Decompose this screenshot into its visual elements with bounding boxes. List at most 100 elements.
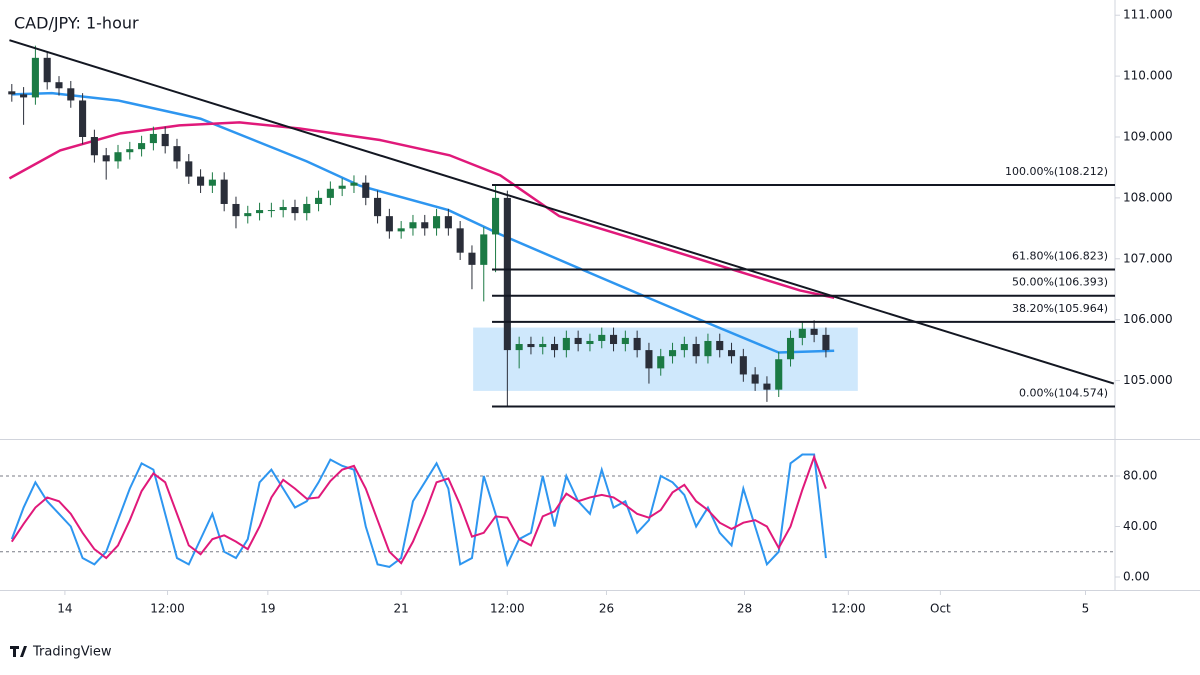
candle-body (173, 146, 181, 162)
candle-body (574, 337, 582, 345)
candle-body (409, 222, 417, 229)
candle-body (775, 359, 783, 390)
candle-body (503, 197, 511, 351)
candle-body (256, 210, 264, 214)
y-tick-label: 40.00 (1123, 519, 1157, 533)
candle-body (291, 207, 299, 214)
candle-body (433, 216, 441, 229)
candle-body (315, 197, 323, 204)
candle-body (515, 344, 523, 351)
y-tick-label: 111.000 (1123, 8, 1173, 22)
trendline (9, 39, 1115, 385)
candle-body (362, 182, 370, 198)
candle-body (138, 143, 146, 150)
fib-label: 38.20%(105.964) (1012, 302, 1108, 315)
candle-body (810, 328, 818, 335)
candle-body (397, 228, 405, 232)
candle-body (763, 383, 771, 390)
candle-body (185, 161, 193, 177)
moving-average (11, 91, 835, 354)
x-tick-label: 28 (737, 602, 752, 616)
x-tick-label: 12:00 (831, 602, 866, 616)
candle-body (680, 344, 688, 351)
candle-body (43, 57, 51, 83)
oscillator-line (10, 454, 827, 565)
candle-body (586, 340, 594, 345)
x-tick-label: Oct (930, 602, 951, 616)
candle-body (444, 216, 452, 229)
x-tick-label: 21 (394, 602, 409, 616)
candle-body (385, 216, 393, 232)
candle-body (114, 152, 122, 162)
y-tick-label: 0.00 (1123, 569, 1150, 583)
candle-body (704, 340, 712, 357)
candle-body (610, 334, 618, 345)
candle-body (8, 91, 16, 95)
candle-body (633, 337, 641, 351)
candle-body (786, 337, 795, 360)
fib-label: 100.00%(108.212) (1005, 165, 1108, 178)
candle-body (79, 100, 87, 137)
candle-body (468, 252, 476, 265)
candle-body (20, 94, 28, 98)
candle-body (149, 133, 157, 144)
candle-body (67, 88, 75, 101)
y-tick-label: 110.000 (1123, 69, 1173, 83)
candle-body (456, 228, 464, 253)
candle-body (267, 210, 275, 212)
candle-body (716, 340, 724, 351)
x-tick-label: 5 (1082, 602, 1090, 616)
candle-body (374, 197, 382, 217)
candle-body (527, 344, 535, 348)
y-tick-label: 106.000 (1123, 312, 1173, 326)
candle-body (244, 213, 252, 217)
candle-body (621, 337, 629, 345)
candle-body (492, 197, 500, 235)
candle-body (197, 176, 205, 186)
brand-logo: TradingView (10, 645, 112, 660)
moving-average (8, 121, 835, 299)
candle-body (326, 188, 334, 198)
candle-body (739, 356, 747, 375)
x-tick-label: 19 (260, 602, 275, 616)
fib-label: 61.80%(106.823) (1012, 250, 1108, 263)
fib-label: 50.00%(106.393) (1012, 276, 1108, 289)
brand-text: TradingView (32, 645, 112, 660)
candle-body (208, 179, 216, 186)
candle-body (692, 344, 700, 357)
oscillator-line (10, 453, 827, 568)
y-tick-label: 107.000 (1123, 251, 1173, 265)
candle-body (220, 179, 228, 204)
candle-body (551, 344, 559, 351)
candle-body (350, 182, 358, 186)
candle-body (232, 203, 240, 217)
candle-body (161, 133, 169, 147)
y-tick-label: 105.000 (1123, 373, 1173, 387)
candle-body (126, 149, 134, 153)
x-tick-label: 26 (599, 602, 614, 616)
candle-body (657, 356, 665, 369)
candle-body (598, 334, 606, 341)
y-tick-label: 80.00 (1123, 468, 1157, 482)
candle-body (562, 337, 570, 351)
candle-body (303, 203, 311, 214)
candle-body (338, 185, 346, 189)
candle-body (31, 57, 39, 98)
fib-label: 0.00%(104.574) (1019, 386, 1108, 399)
logo-icon (10, 646, 27, 657)
candle-body (751, 374, 759, 384)
candle-body (798, 328, 806, 338)
candle-body (90, 136, 98, 156)
candle-body (421, 222, 429, 229)
x-tick-label: 12:00 (490, 602, 525, 616)
y-tick-label: 109.000 (1123, 129, 1173, 143)
candle-body (822, 334, 830, 351)
chart-title: CAD/JPY: 1-hour (14, 14, 139, 33)
candle-body (727, 350, 736, 357)
x-tick-label: 14 (57, 602, 72, 616)
x-tick-label: 12:00 (150, 602, 185, 616)
candle-body (480, 234, 488, 265)
candle-body (645, 350, 653, 369)
